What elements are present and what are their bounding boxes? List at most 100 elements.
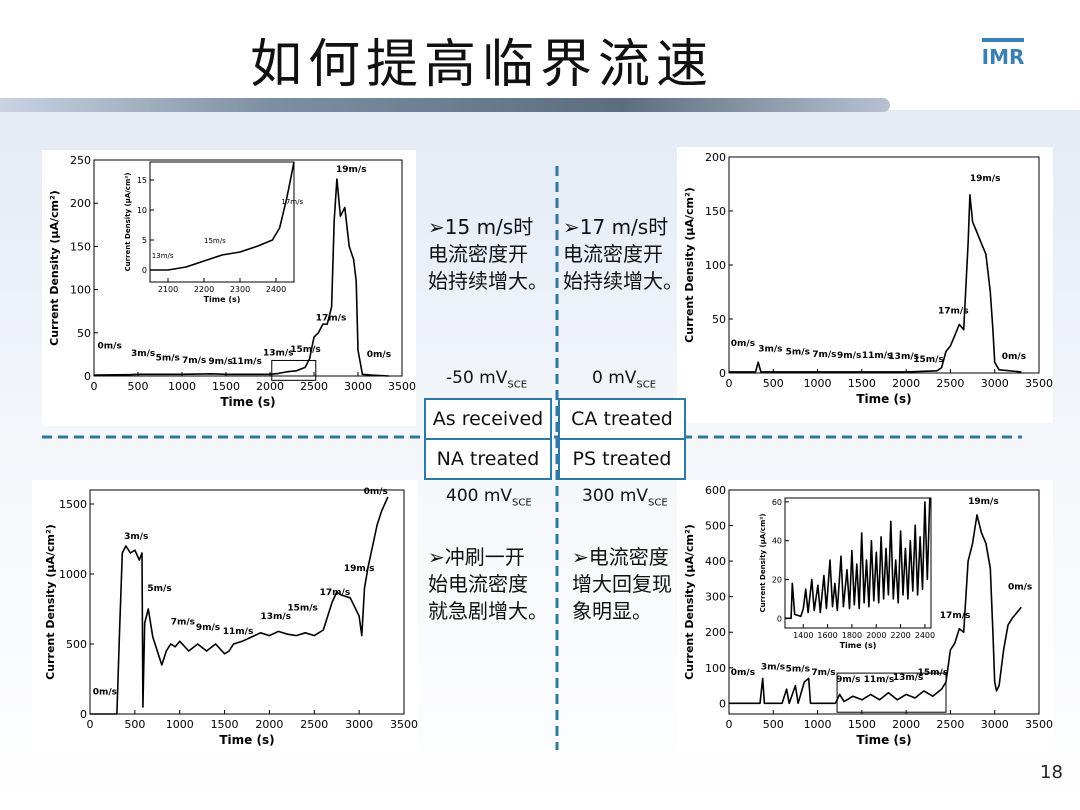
y-axis-label: Current Density (μA/cm²) xyxy=(683,187,696,343)
annotation-label: 7m/s xyxy=(812,350,836,360)
y-tick-label: 200 xyxy=(705,626,726,639)
y-tick-label: 1500 xyxy=(59,498,87,511)
x-axis-label: Time (s) xyxy=(840,641,877,650)
annotation-label: 7m/s xyxy=(182,356,206,366)
annotation-label: 5m/s xyxy=(147,584,171,594)
potential-ps-treated: 300 mVSCE xyxy=(582,486,668,508)
annotation-label: 9m/s xyxy=(837,351,861,361)
series-line xyxy=(729,514,1022,705)
annotation-label: 0m/s xyxy=(98,341,122,351)
annotation-label: 5m/s xyxy=(786,664,810,674)
x-tick-label: 2200 xyxy=(194,285,214,294)
annotation-label: 5m/s xyxy=(156,353,180,363)
potential-value: -50 mV xyxy=(446,368,508,388)
y-axis-label: Current Density (μA/cm²) xyxy=(44,524,57,680)
chart-ps-treated: 0 500 1000 1500 2000 2500 3000 3500 0 100 200 300 40… xyxy=(677,480,1053,758)
y-tick-label: 15 xyxy=(137,176,147,185)
annotation-label: 17m/s xyxy=(940,611,971,621)
inset-chart: 1400 1600 1800 2000 2200 2400 0 20 40 60 Time (s) C… xyxy=(759,497,935,650)
y-tick-label: 0 xyxy=(80,708,87,721)
x-tick-label: 2500 xyxy=(300,718,328,731)
note-line: 电流密度开 xyxy=(428,242,528,266)
annotation-label: 0m/s xyxy=(367,350,391,360)
x-tick-label: 3000 xyxy=(345,718,373,731)
x-tick-label: 0 xyxy=(91,380,98,393)
annotation-label: 15m/s xyxy=(918,668,949,678)
x-tick-label: 2500 xyxy=(936,377,964,390)
y-tick-label: 0 xyxy=(719,367,726,380)
potential-value: 0 mV xyxy=(592,368,637,388)
x-tick-label: 2000 xyxy=(892,718,920,731)
annotation-label: 0m/s xyxy=(364,487,388,497)
annotation-label: 13m/s xyxy=(888,352,919,362)
y-tick-label: 60 xyxy=(772,498,782,507)
chart-ca-treated: 0 500 1000 1500 2000 2500 3000 3500 0 50 100 150 200… xyxy=(677,147,1053,423)
annotation-label: 15m/s xyxy=(913,355,944,365)
y-tick-label: 150 xyxy=(705,205,726,218)
annotation-label: 3m/s xyxy=(124,532,148,542)
annotation-label: 17m/s xyxy=(316,314,347,324)
note-line: ➢电流密度 xyxy=(572,545,669,569)
potential-ca-treated: 0 mVSCE xyxy=(592,368,656,390)
x-tick-label: 0 xyxy=(726,377,733,390)
annotation-label: 0m/s xyxy=(731,668,755,678)
annotation-label: 3m/s xyxy=(758,344,782,354)
chart-na-treated: 0 500 1000 1500 2000 2500 3000 3500 0 500 1000 1500… xyxy=(32,480,418,758)
note-as-received: ➢15 m/s时 电流密度开 始持续增大。 xyxy=(428,214,548,295)
chart-svg: 0 500 1000 1500 2000 2500 3000 3500050100150200… xyxy=(48,154,416,409)
x-tick-label: 3000 xyxy=(981,377,1009,390)
y-tick-label: 0 xyxy=(84,370,91,383)
x-tick-label: 0 xyxy=(726,718,733,731)
annotation-label: 13m/s xyxy=(893,673,924,683)
note-line: 就急剧增大。 xyxy=(428,599,548,623)
annotation-label: 5m/s xyxy=(786,348,810,358)
x-tick-label: 1400 xyxy=(793,631,813,640)
x-axis-label: Time (s) xyxy=(220,395,275,409)
plot-frame xyxy=(89,489,405,715)
y-tick-label: 100 xyxy=(705,662,726,675)
page-number: 18 xyxy=(1040,762,1063,783)
title-bar xyxy=(0,0,1080,106)
y-tick-label: 20 xyxy=(772,575,782,584)
logo-text: IMR xyxy=(982,45,1025,68)
x-tick-label: 2400 xyxy=(915,631,935,640)
annotation-label: 0m/s xyxy=(731,339,755,349)
plot-frame xyxy=(728,156,1040,374)
y-tick-label: 100 xyxy=(705,259,726,272)
y-tick-label: 100 xyxy=(70,284,91,297)
x-tick-label: 1000 xyxy=(804,718,832,731)
x-tick-label: 2500 xyxy=(936,718,964,731)
x-tick-label: 1500 xyxy=(848,718,876,731)
note-line: 始持续增大。 xyxy=(563,269,683,293)
annotation-label: 7m/s xyxy=(811,668,835,678)
x-tick-label: 2400 xyxy=(266,285,286,294)
annotation-label: 15m/s xyxy=(290,345,321,355)
potential-value: 300 mV xyxy=(582,486,649,506)
potential-subscript: SCE xyxy=(507,379,528,391)
x-tick-label: 1500 xyxy=(211,718,239,731)
note-line: 增大回复现 xyxy=(572,572,672,596)
y-tick-label: 50 xyxy=(712,313,726,326)
y-tick-label: 400 xyxy=(705,555,726,568)
inset-series-line xyxy=(785,497,931,620)
note-line: ➢15 m/s时 xyxy=(428,215,534,239)
inset-chart: 2100 2200 2300 2400 0 5 10 15 Time (s) Current De… xyxy=(124,161,303,304)
annotation-label: 0m/s xyxy=(93,687,117,697)
annotation-label: 13m/s xyxy=(260,612,291,622)
highlight-box xyxy=(271,359,317,381)
y-axis-label: Current Density (μA/cm²) xyxy=(683,524,696,680)
note-line: 象明显。 xyxy=(572,599,652,623)
note-line: 始电流密度 xyxy=(428,572,528,596)
annotation-label: 11m/s xyxy=(231,357,262,367)
annotation-label: 17m/s xyxy=(320,588,351,598)
annotation-label: 15m/s xyxy=(287,603,318,613)
x-tick-label: 0 xyxy=(87,718,94,731)
note-line: ➢17 m/s时 xyxy=(563,215,669,239)
inset-series-line xyxy=(150,161,295,271)
x-tick-label: 3000 xyxy=(981,718,1009,731)
y-tick-label: 200 xyxy=(705,151,726,164)
x-axis-label: Time (s) xyxy=(219,733,274,747)
chart-as-received: 0 500 1000 1500 2000 2500 3000 3500 0 50 100 150 200… xyxy=(42,150,416,426)
annotation-label: 9m/s xyxy=(836,675,860,685)
x-tick-label: 500 xyxy=(128,380,149,393)
